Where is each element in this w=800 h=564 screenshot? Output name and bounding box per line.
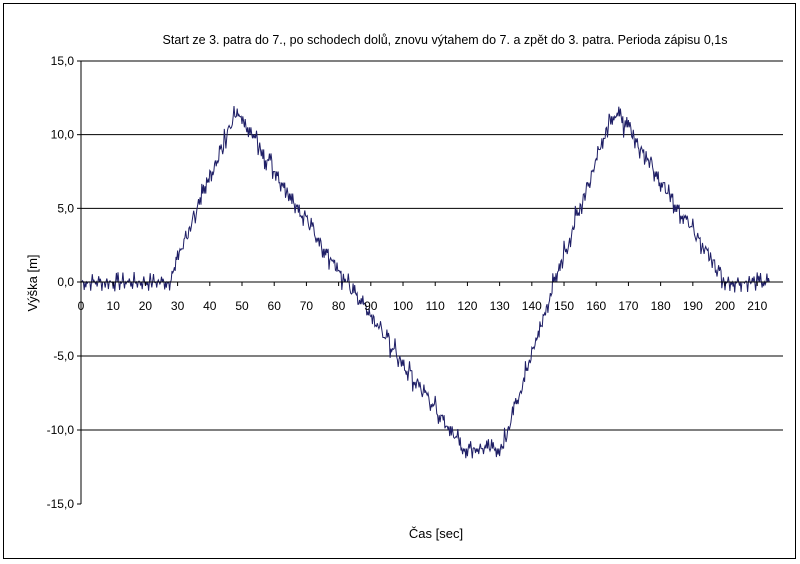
x-tick-label: 130 [490,299,510,313]
y-tick-label: 5,0 [57,201,74,215]
y-tick-label: 15,0 [51,54,75,68]
x-tick-label: 200 [715,299,735,313]
y-tick-label: 0,0 [57,275,74,289]
x-tick-label: 190 [683,299,703,313]
x-axis-label: Čas [sec] [409,526,463,541]
x-tick-label: 20 [139,299,153,313]
x-tick-label: 140 [522,299,542,313]
x-tick-label: 40 [203,299,217,313]
x-tick-label: 80 [332,299,346,313]
x-tick-label: 90 [364,299,378,313]
x-tick-label: 120 [457,299,477,313]
x-tick-label: 50 [235,299,249,313]
x-tick-label: 30 [171,299,185,313]
x-tick-label: 70 [300,299,314,313]
x-tick-label: 210 [747,299,767,313]
x-tick-label: 150 [554,299,574,313]
series-line [80,106,771,459]
y-tick-label: -5,0 [53,349,74,363]
chart-title: Start ze 3. patra do 7., po schodech dol… [163,33,728,47]
y-tick-label: 10,0 [51,128,75,142]
x-tick-label: 0 [78,299,85,313]
x-tick-label: 160 [586,299,606,313]
y-axis-label: Výška [m] [25,254,40,311]
x-tick-label: 180 [651,299,671,313]
x-tick-label: 170 [618,299,638,313]
x-tick-label: 110 [426,299,445,313]
y-tick-label: -15,0 [47,497,75,511]
x-tick-label: 10 [107,299,121,313]
x-tick-label: 60 [268,299,282,313]
y-tick-label: -10,0 [47,423,75,437]
chart-frame [3,3,796,559]
x-tick-label: 100 [393,299,413,313]
